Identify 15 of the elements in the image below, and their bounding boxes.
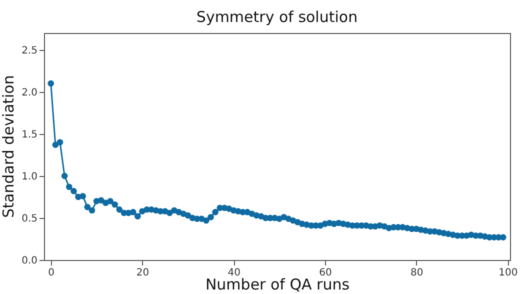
chart-title: Symmetry of solution: [196, 8, 358, 26]
x-tick-label: 60: [319, 268, 332, 278]
y-axis-title: Standard deviation: [0, 75, 18, 218]
x-axis-title: Number of QA runs: [205, 276, 350, 294]
y-tick-label: 2.5: [22, 45, 38, 56]
x-tick-label: 20: [136, 268, 150, 278]
x-tick-label: 80: [410, 268, 424, 278]
x-tick-label: 40: [228, 268, 240, 278]
x-tick-label: 100: [498, 268, 518, 278]
y-tick-label: 1.0: [22, 171, 38, 182]
y-tick-label: 1.5: [22, 129, 38, 140]
y-tick-label: 2.0: [22, 87, 38, 98]
y-tick-label: 0.0: [22, 256, 38, 266]
x-tick-label: 0: [48, 268, 55, 278]
y-tick-label: 0.5: [22, 213, 38, 224]
